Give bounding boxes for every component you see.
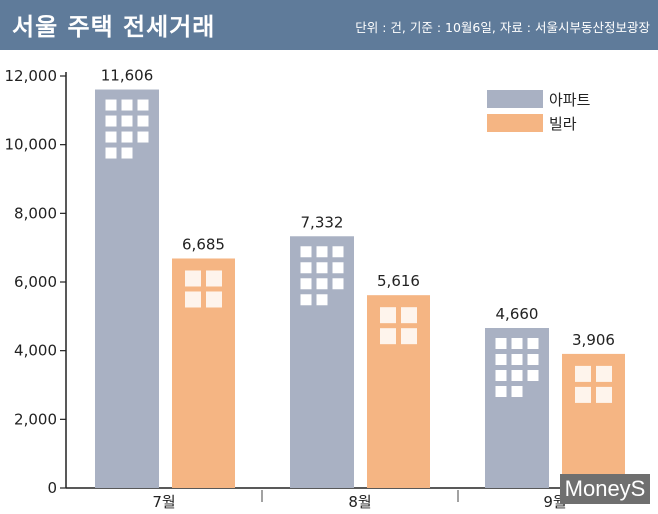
window-icon (495, 338, 507, 350)
window-icon (206, 291, 222, 308)
data-label: 6,685 (182, 235, 225, 253)
window-icon (121, 115, 133, 127)
source-note: 단위 : 건, 기준 : 10월6일, 자료 : 서울시부동산정보광장 (355, 20, 650, 35)
window-icon (332, 262, 344, 274)
window-icon (316, 246, 328, 258)
y-tick-label: 8,000 (14, 204, 57, 222)
legend-label-apartment: 아파트 (549, 91, 591, 109)
window-icon (495, 354, 507, 366)
window-icon (121, 131, 133, 143)
window-icon (300, 262, 312, 274)
window-icon (596, 386, 612, 403)
window-icon (185, 291, 201, 308)
window-icon (380, 328, 396, 345)
window-icon (511, 354, 523, 366)
window-icon (121, 147, 133, 159)
window-icon (316, 294, 328, 306)
window-icon (527, 354, 539, 366)
window-icon (316, 278, 328, 290)
bar-villa (562, 353, 625, 488)
moneys-logo: MoneyS (560, 474, 650, 504)
x-category-label: 8월 (348, 493, 371, 511)
window-icon (401, 307, 417, 324)
y-tick-label: 10,000 (5, 136, 58, 154)
window-icon (105, 115, 117, 127)
bar-apartment (485, 328, 549, 488)
window-icon (495, 370, 507, 382)
window-icon (300, 246, 312, 258)
window-icon (511, 370, 523, 382)
chart-title: 서울 주택 전세거래 (12, 13, 216, 41)
window-icon (300, 294, 312, 306)
window-icon (137, 115, 149, 127)
window-icon (105, 131, 117, 143)
window-icon (511, 386, 523, 398)
window-icon (511, 338, 523, 350)
window-icon (137, 99, 149, 111)
window-icon (596, 365, 612, 382)
window-icon (105, 99, 117, 111)
window-icon (206, 270, 222, 287)
header-bar: 서울 주택 전세거래 단위 : 건, 기준 : 10월6일, 자료 : 서울시부… (0, 0, 658, 50)
window-icon (300, 278, 312, 290)
window-icon (185, 270, 201, 287)
window-icon (105, 147, 117, 159)
data-label: 11,606 (101, 67, 154, 85)
legend-swatch-villa (487, 114, 543, 132)
bar-villa (172, 258, 235, 488)
y-tick-label: 6,000 (14, 273, 57, 291)
legend-swatch-apartment (487, 90, 543, 108)
y-tick-label: 0 (47, 479, 57, 497)
window-icon (332, 278, 344, 290)
bar-apartment (290, 236, 354, 488)
window-icon (527, 370, 539, 382)
legend-label-villa: 빌라 (549, 115, 577, 133)
window-icon (380, 307, 396, 324)
y-tick-label: 12,000 (5, 67, 58, 85)
window-icon (316, 262, 328, 274)
window-icon (575, 386, 591, 403)
window-icon (527, 338, 539, 350)
data-label: 3,906 (572, 331, 615, 349)
bar-villa (367, 295, 430, 488)
window-icon (401, 328, 417, 345)
window-icon (575, 365, 591, 382)
y-tick-label: 2,000 (14, 410, 57, 428)
window-icon (332, 246, 344, 258)
y-tick-label: 4,000 (14, 342, 57, 360)
data-label: 4,660 (496, 305, 539, 323)
window-icon (495, 386, 507, 398)
data-label: 5,616 (377, 272, 420, 290)
window-icon (137, 131, 149, 143)
data-label: 7,332 (301, 213, 344, 231)
x-category-label: 7월 (152, 493, 175, 511)
window-icon (121, 99, 133, 111)
